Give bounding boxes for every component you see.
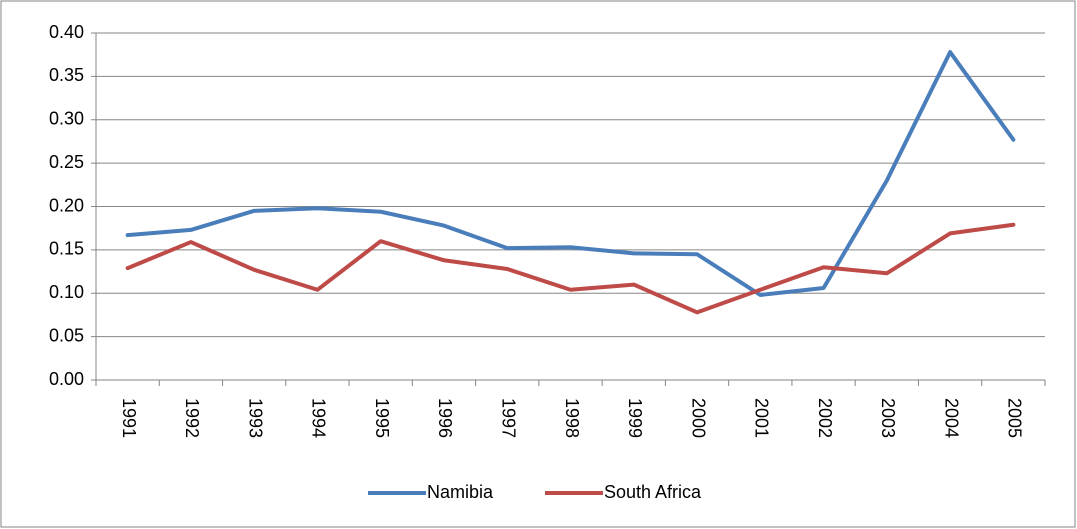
y-tick-label: 0.30 xyxy=(49,109,84,129)
x-tick-label: 1994 xyxy=(309,398,329,438)
x-tick-label: 1998 xyxy=(562,398,582,438)
x-tick-label: 1997 xyxy=(498,398,518,438)
y-tick-label: 0.20 xyxy=(49,195,84,215)
legend-label: Namibia xyxy=(427,482,494,502)
x-tick-label: 2000 xyxy=(688,398,708,438)
series-line xyxy=(125,222,1016,315)
legend-label: South Africa xyxy=(604,482,702,502)
x-tick-label: 2005 xyxy=(1005,398,1025,438)
x-tick-label: 2001 xyxy=(752,398,772,438)
y-tick-label: 0.10 xyxy=(49,282,84,302)
x-tick-label: 1992 xyxy=(182,398,202,438)
y-tick-label: 0.05 xyxy=(49,325,84,345)
y-tick-label: 0.40 xyxy=(49,22,84,42)
series-line xyxy=(125,50,1016,297)
x-tick-label: 1991 xyxy=(119,398,139,438)
x-tick-label: 2004 xyxy=(941,398,961,438)
y-tick-label: 0.15 xyxy=(49,239,84,259)
x-tick-label: 1999 xyxy=(625,398,645,438)
x-tick-label: 1996 xyxy=(435,398,455,438)
y-tick-label: 0.25 xyxy=(49,152,84,172)
x-tick-label: 2002 xyxy=(815,398,835,438)
y-tick-label: 0.35 xyxy=(49,65,84,85)
x-tick-label: 1993 xyxy=(245,398,265,438)
x-tick-label: 1995 xyxy=(372,398,392,438)
x-tick-label: 2003 xyxy=(878,398,898,438)
y-tick-label: 0.00 xyxy=(49,369,84,389)
